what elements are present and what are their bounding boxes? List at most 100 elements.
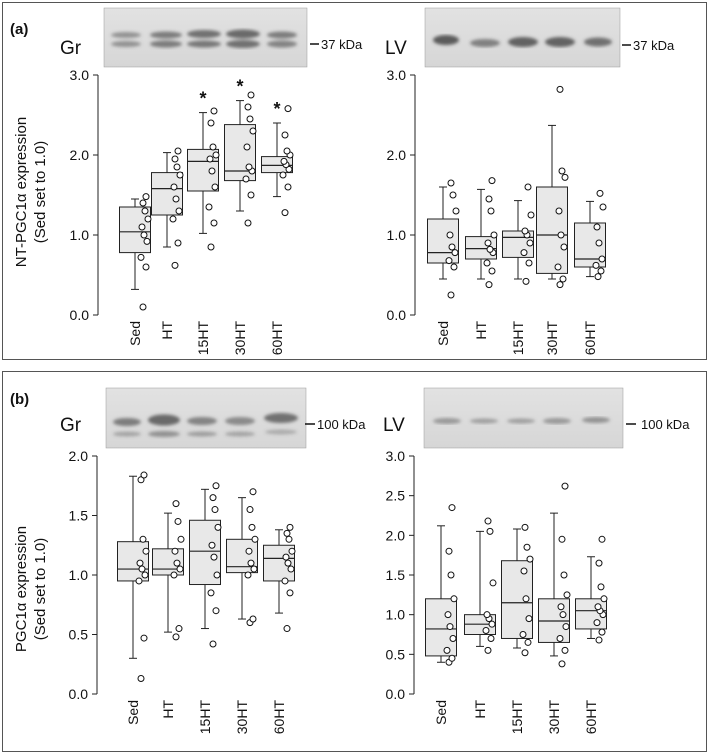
box-60ht: * 60HT [261, 99, 294, 355]
data-point [172, 633, 180, 641]
data-point [556, 85, 564, 93]
data-point [486, 527, 494, 535]
data-point [447, 179, 455, 187]
tissue-label-b-lv: LV [383, 415, 405, 436]
data-point [248, 523, 256, 531]
box-30ht: 30HT [538, 482, 571, 735]
y-tick-label: 2.0 [69, 448, 89, 464]
data-point [245, 163, 253, 171]
data-point [522, 595, 530, 603]
data-point [283, 529, 291, 537]
data-point [244, 219, 252, 227]
data-point [554, 263, 562, 271]
data-point [284, 105, 292, 113]
data-point [283, 147, 291, 155]
data-point [560, 571, 568, 579]
y-tick-label: 0.0 [387, 307, 407, 323]
y-tick-label: 2.0 [70, 147, 90, 163]
y-tick-label: 2.0 [387, 147, 407, 163]
data-point [141, 571, 149, 579]
data-point [450, 595, 458, 603]
data-point [452, 207, 460, 215]
data-point [173, 163, 181, 171]
data-point [205, 203, 213, 211]
data-point [281, 131, 289, 139]
data-point [138, 565, 146, 573]
data-point [206, 155, 214, 163]
data-point [211, 506, 219, 514]
data-point [251, 535, 259, 543]
y-tick-label: 3.0 [387, 67, 407, 83]
data-point [212, 607, 220, 615]
tissue-label-a-gr: Gr [60, 38, 82, 59]
x-tick-label: 30HT [546, 700, 562, 735]
data-point [139, 199, 147, 207]
data-point [144, 215, 152, 223]
box-sed: Sed [425, 504, 458, 725]
data-point [209, 143, 217, 151]
data-point [447, 291, 455, 299]
blot-image-b-lv [423, 387, 624, 449]
data-point [595, 636, 603, 644]
y-tick-label: 3.0 [386, 448, 406, 464]
box-15ht: 15HT [502, 183, 535, 355]
chart-1-lv: 0.0 1.0 2.0 3.0 Sed HT 15HT 30HT 60HT [387, 67, 607, 356]
tissue-label-b-gr: Gr [60, 415, 82, 436]
data-point [443, 646, 451, 654]
box-ht: HT [152, 500, 185, 719]
data-point [561, 173, 569, 181]
y-axis-title-b-line2: (Sed set to 1.0) [32, 538, 49, 641]
box-30ht: 30HT [226, 488, 259, 734]
data-point [207, 589, 215, 597]
data-point [488, 177, 496, 185]
data-point [175, 625, 183, 633]
y-tick-label: 1.0 [387, 227, 407, 243]
data-point [444, 611, 452, 619]
data-point [214, 523, 222, 531]
data-point [521, 227, 529, 235]
data-point [209, 494, 217, 502]
box-60ht: 60HT [574, 189, 607, 356]
data-point [485, 281, 493, 289]
data-point [212, 482, 220, 490]
data-point [520, 567, 528, 575]
x-tick-label: 60HT [582, 321, 598, 356]
data-point [558, 535, 566, 543]
data-point [286, 523, 294, 531]
panel-label-a: (a) [10, 21, 28, 38]
data-point [142, 263, 150, 271]
y-tick-label: 3.0 [70, 67, 90, 83]
box-15ht: * 15HT [187, 89, 220, 355]
box-iqr [536, 186, 568, 274]
data-point [281, 577, 289, 585]
y-tick-label: 0.0 [70, 307, 90, 323]
data-point [170, 571, 178, 579]
data-point [560, 243, 568, 251]
blot-image-a-gr [103, 7, 308, 68]
box-iqr [119, 206, 151, 254]
data-point [597, 583, 605, 591]
blot-image-a-lv [424, 7, 621, 68]
data-point [170, 183, 178, 191]
data-point [213, 571, 221, 579]
data-point [247, 559, 255, 567]
data-point [208, 167, 216, 175]
marker-b-lv: 100 kDa [626, 417, 690, 432]
y-tick-label: 1.0 [69, 567, 89, 583]
x-tick-label: 60HT [583, 700, 599, 735]
x-tick-label: Sed [125, 700, 141, 725]
data-point [556, 281, 564, 289]
data-point [210, 107, 218, 115]
data-point [598, 255, 606, 263]
data-point [140, 634, 148, 642]
data-point [596, 189, 604, 197]
data-point [449, 191, 457, 199]
data-point [140, 231, 148, 239]
data-point [519, 631, 527, 638]
data-point [177, 535, 185, 543]
data-point [287, 565, 295, 573]
data-point [598, 628, 606, 636]
data-point [172, 195, 180, 203]
data-point [446, 231, 454, 239]
